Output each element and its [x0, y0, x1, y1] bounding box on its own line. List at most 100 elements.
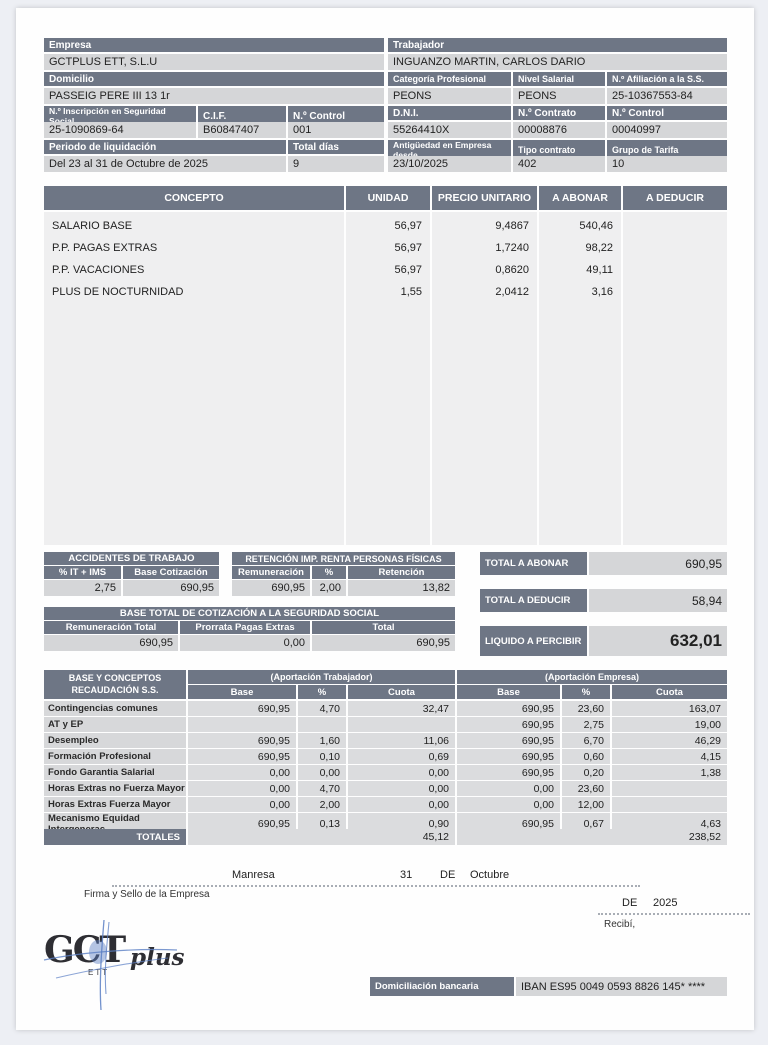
total-deducir-value: 58,94 [589, 589, 727, 612]
periodo-value-row: Del 23 al 31 de Octubre de 2025 9 [44, 156, 384, 172]
remuneracion-total-header: Remuneración Total [44, 621, 178, 634]
pct-header: % [312, 566, 346, 579]
concept-row: PLUS DE NOCTURNIDAD 1,55 2,0412 3,16 [44, 281, 727, 303]
worker-control-header: N.º Control [607, 106, 727, 120]
cotizacion-row: Formación Profesional 690,95 0,10 0,69 6… [44, 749, 727, 764]
group-empresa-header: (Aportación Empresa) [457, 670, 727, 684]
empresa-pct: 23,60 [562, 701, 610, 716]
worker-info-table: Trabajador INGUANZO MARTIN, CARLOS DARIO… [388, 38, 727, 172]
totales-label: TOTALES [44, 829, 186, 845]
de-text: DE [440, 869, 456, 881]
concepto-col-header: CONCEPTO [44, 186, 344, 210]
empresa-base: 0,00 [457, 781, 560, 796]
empresa-base-header: Base [457, 685, 560, 699]
logo-plus-text: plus [130, 944, 185, 971]
cotizacion-title-line2: RECAUDACIÓN S.S. [71, 684, 159, 695]
row-label: Formación Profesional [44, 749, 186, 764]
domiciliacion-label: Domiciliación bancaria [370, 977, 514, 996]
trabajador-cuota: 11,06 [348, 733, 455, 748]
dni-value: 55264410X [388, 122, 511, 138]
afiliacion-value: 25-10367553-84 [607, 88, 727, 104]
irpf-title: RETENCIÓN IMP. RENTA PERSONAS FÍSICAS [232, 552, 455, 565]
concept-precio: 0,8620 [495, 264, 529, 276]
concept-unidad: 56,97 [394, 220, 422, 232]
worker-dni-header-row: D.N.I. N.º Contrato N.º Control [388, 106, 727, 120]
cif-header: C.I.F. [198, 106, 286, 126]
empresa-pct: 0,60 [562, 749, 610, 764]
concept-name: P.P. PAGAS EXTRAS [52, 242, 158, 254]
domicilio-header: Domicilio [44, 72, 384, 86]
deducir-column [623, 212, 727, 545]
accidents-value-row: 2,75 690,95 [44, 580, 219, 596]
control-header: N.º Control [288, 106, 384, 126]
trabajador-base: 0,00 [188, 797, 296, 812]
trabajador-base: 690,95 [188, 701, 296, 716]
totales-trabajador-cuota: 45,12 [188, 829, 455, 845]
day-text: 31 [400, 869, 413, 881]
concept-abonar: 540,46 [579, 220, 613, 232]
trabajador-cuota: 0,00 [348, 765, 455, 780]
total-abonar-row: TOTAL A ABONAR 690,95 [480, 552, 727, 575]
month-text: Octubre [470, 869, 510, 881]
periodo-header: Periodo de liquidación [44, 140, 286, 154]
cotizacion-totals-row: TOTALES 45,12 238,52 [44, 829, 727, 845]
abonar-column [539, 212, 621, 545]
cif-value: B60847407 [198, 122, 286, 138]
empresa-cuota [612, 797, 727, 812]
prorrata-value: 0,00 [180, 635, 310, 651]
empresa-base: 690,95 [457, 701, 560, 716]
dias-value: 9 [288, 156, 384, 172]
base-cotizacion-header: Base Cotización [123, 566, 219, 579]
trabajador-cuota [348, 717, 455, 732]
base-total-value-row: 690,95 0,00 690,95 [44, 635, 455, 651]
cotizacion-rows: Contingencias comunes 690,95 4,70 32,47 … [44, 701, 727, 845]
remuneracion-total-value: 690,95 [44, 635, 178, 651]
cotizacion-title-line1: BASE Y CONCEPTOS [68, 673, 162, 684]
remuneracion-value: 690,95 [232, 580, 310, 596]
deducir-col-header: A DEDUCIR [623, 186, 727, 210]
firma-sello-label: Firma y Sello de la Empresa [84, 889, 210, 900]
company-ids-header-row: N.º Inscripción en Seguridad Social C.I.… [44, 106, 384, 126]
base-total-title: BASE TOTAL DE COTIZACIÓN A LA SEGURIDAD … [44, 607, 455, 620]
retencion-value: 13,82 [348, 580, 455, 596]
concept-name: PLUS DE NOCTURNIDAD [52, 286, 184, 298]
accidents-title: ACCIDENTES DE TRABAJO [44, 552, 219, 565]
antiguedad-header: Antigüedad en Empresa desde [388, 140, 511, 160]
recibi-label: Recibí, [604, 919, 636, 930]
cotizacion-row: AT y EP 690,95 2,75 19,00 [44, 717, 727, 732]
dni-header: D.N.I. [388, 106, 511, 120]
trabajador-cuota: 0,69 [348, 749, 455, 764]
control-value: 001 [288, 122, 384, 138]
row-label: Contingencias comunes [44, 701, 186, 716]
row-label: Fondo Garantia Salarial [44, 765, 186, 780]
it-ims-header: % IT + IMS [44, 566, 121, 579]
domiciliacion-row: Domiciliación bancaria IBAN ES95 0049 05… [370, 977, 727, 996]
cotizacion-table: BASE Y CONCEPTOS RECAUDACIÓN S.S. (Aport… [44, 670, 727, 845]
worker-section-header: Trabajador [388, 38, 727, 52]
trabajador-cuota: 0,00 [348, 797, 455, 812]
empresa-cuota-header: Cuota [612, 685, 727, 699]
concept-row: P.P. VACACIONES 56,97 0,8620 49,11 [44, 259, 727, 281]
empresa-pct: 6,70 [562, 733, 610, 748]
nivel-header: Nivel Salarial [513, 72, 605, 86]
concept-unidad: 56,97 [394, 242, 422, 254]
worker-ant-header-row: Antigüedad en Empresa desde Tipo contrat… [388, 140, 727, 160]
year-text: 2025 [653, 897, 678, 909]
empresa-base: 0,00 [457, 797, 560, 812]
unidad-column [346, 212, 430, 545]
trabajador-pct: 0,00 [298, 765, 346, 780]
empresa-pct: 12,00 [562, 797, 610, 812]
concept-precio: 9,4867 [495, 220, 529, 232]
worker-cat-value-row: PEONS PEONS 25-10367553-84 [388, 88, 727, 104]
trabajador-pct: 4,70 [298, 701, 346, 716]
trabajador-pct: 4,70 [298, 781, 346, 796]
empresa-base: 690,95 [457, 733, 560, 748]
concept-name: P.P. VACACIONES [52, 264, 145, 276]
trabajador-pct [298, 717, 346, 732]
cotizacion-header: BASE Y CONCEPTOS RECAUDACIÓN S.S. (Aport… [44, 670, 727, 699]
accidents-table: ACCIDENTES DE TRABAJO % IT + IMS Base Co… [44, 552, 219, 596]
concept-row: P.P. PAGAS EXTRAS 56,97 1,7240 98,22 [44, 237, 727, 259]
totales-empresa-cuota: 238,52 [457, 829, 727, 845]
trabajador-cuota-header: Cuota [348, 685, 455, 699]
categoria-header: Categoría Profesional [388, 72, 511, 86]
